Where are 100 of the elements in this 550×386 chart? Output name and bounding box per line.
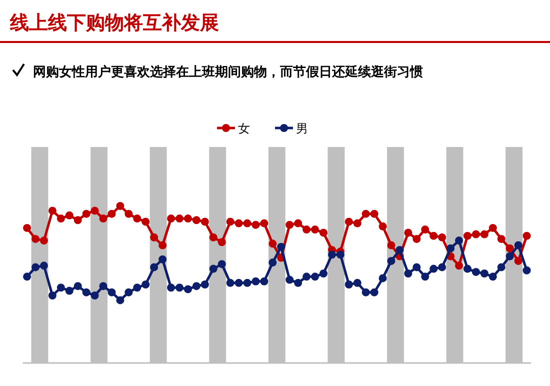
point: [48, 291, 56, 300]
point: [294, 278, 302, 287]
point: [116, 296, 124, 304]
point: [412, 263, 421, 272]
point: [488, 272, 497, 281]
point: [99, 214, 108, 223]
point: [167, 284, 176, 292]
point: [362, 210, 370, 218]
point: [302, 226, 311, 234]
point: [506, 244, 514, 252]
point: [378, 274, 387, 282]
point: [133, 214, 142, 223]
point: [65, 286, 74, 295]
point: [404, 270, 412, 278]
point: [488, 224, 497, 232]
point: [319, 228, 328, 237]
chart-title: 线上线下购物将互补发展: [9, 12, 219, 34]
point: [108, 288, 116, 296]
point: [396, 246, 404, 254]
point: [234, 278, 243, 287]
point: [472, 230, 480, 238]
point: [175, 214, 184, 223]
point: [200, 218, 209, 226]
point: [158, 255, 167, 264]
point: [514, 241, 522, 250]
point: [218, 260, 226, 268]
point: [480, 270, 488, 278]
point: [472, 268, 480, 276]
chart-subtitle: 网购女性用户更喜欢选择在上班期间购物，而节假日还延续逛街习惯: [33, 64, 423, 80]
point: [514, 256, 522, 265]
point: [116, 202, 124, 210]
point: [74, 282, 82, 290]
point: [150, 233, 158, 242]
point: [353, 219, 362, 228]
point: [82, 210, 90, 218]
point: [404, 228, 412, 237]
point: [522, 266, 531, 274]
point: [108, 210, 116, 218]
point: [124, 210, 133, 218]
point: [65, 211, 74, 220]
point: [56, 284, 65, 292]
point: [438, 263, 446, 272]
point: [446, 244, 455, 252]
point: [430, 232, 438, 240]
point: [522, 232, 531, 240]
point: [158, 241, 167, 250]
point: [32, 263, 40, 272]
point: [243, 219, 252, 228]
point: [192, 216, 200, 224]
point: [209, 264, 218, 273]
point: [311, 226, 320, 234]
point: [184, 285, 192, 294]
point: [184, 214, 192, 223]
point: [90, 291, 99, 300]
point: [328, 250, 336, 259]
point: [378, 222, 387, 230]
point: [23, 224, 32, 232]
point: [268, 240, 277, 248]
point: [74, 216, 82, 224]
point: [455, 262, 464, 270]
point: [455, 236, 464, 245]
legend-label: 男: [296, 122, 308, 136]
point: [56, 214, 65, 223]
point: [311, 272, 320, 281]
point: [260, 277, 268, 286]
point: [506, 252, 514, 260]
point: [294, 219, 302, 228]
point: [48, 206, 56, 215]
point: [353, 278, 362, 287]
point: [133, 284, 142, 292]
point: [336, 250, 344, 259]
point: [252, 220, 260, 229]
point: [99, 282, 108, 290]
point: [234, 219, 243, 228]
point: [142, 218, 150, 226]
point: [497, 234, 506, 243]
point: [370, 210, 378, 218]
point: [200, 280, 209, 288]
point: [175, 284, 184, 292]
point: [497, 263, 506, 272]
point: [344, 218, 353, 226]
point: [23, 272, 32, 281]
point: [463, 232, 472, 240]
point: [192, 282, 200, 290]
point: [430, 264, 438, 273]
point: [277, 242, 286, 251]
point: [218, 238, 226, 246]
point: [286, 220, 294, 229]
point: [142, 280, 150, 288]
point: [319, 270, 328, 278]
point: [480, 230, 488, 238]
point: [209, 233, 218, 242]
point: [90, 206, 99, 215]
point: [40, 262, 48, 270]
point: [387, 256, 396, 265]
point: [226, 278, 234, 287]
point: [268, 258, 277, 267]
point: [370, 288, 378, 296]
point: [463, 264, 472, 273]
point: [438, 233, 446, 242]
